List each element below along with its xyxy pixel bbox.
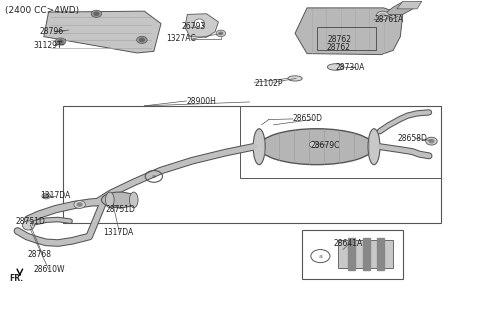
Text: 28796: 28796 <box>40 27 64 36</box>
Text: 1317DA: 1317DA <box>104 228 134 237</box>
Polygon shape <box>363 238 370 270</box>
Circle shape <box>426 137 437 145</box>
Polygon shape <box>295 8 403 54</box>
Polygon shape <box>44 11 161 53</box>
Circle shape <box>77 203 82 206</box>
Circle shape <box>44 195 48 197</box>
Circle shape <box>74 201 85 208</box>
Text: 28762: 28762 <box>327 35 351 44</box>
Text: 28610W: 28610W <box>33 265 65 274</box>
Circle shape <box>42 193 50 199</box>
Ellipse shape <box>106 192 114 208</box>
Circle shape <box>219 32 223 35</box>
Polygon shape <box>384 2 415 14</box>
Circle shape <box>55 38 66 45</box>
Text: 1317DA: 1317DA <box>40 191 70 200</box>
Circle shape <box>58 40 63 43</box>
Text: 1327AC: 1327AC <box>166 34 195 43</box>
Circle shape <box>380 13 385 17</box>
Polygon shape <box>185 14 218 37</box>
Ellipse shape <box>23 221 35 230</box>
Ellipse shape <box>253 129 265 165</box>
Bar <box>63 106 441 223</box>
Text: 28730A: 28730A <box>336 63 365 72</box>
Text: 31129T: 31129T <box>33 41 62 50</box>
Polygon shape <box>397 1 422 9</box>
Text: 28641A: 28641A <box>333 238 362 248</box>
Text: 26793: 26793 <box>181 22 206 31</box>
Text: 28650D: 28650D <box>293 114 323 123</box>
Text: a: a <box>318 254 323 258</box>
Ellipse shape <box>368 129 380 165</box>
Ellipse shape <box>259 129 374 165</box>
Ellipse shape <box>194 19 204 28</box>
Circle shape <box>376 11 389 20</box>
Circle shape <box>140 38 144 42</box>
Polygon shape <box>338 240 393 268</box>
Circle shape <box>94 12 99 15</box>
Text: 28658D: 28658D <box>398 134 428 143</box>
Circle shape <box>310 141 319 148</box>
Text: 28751D: 28751D <box>105 205 135 214</box>
Text: 28679C: 28679C <box>311 141 340 150</box>
Text: 28762: 28762 <box>326 43 350 51</box>
Text: FR.: FR. <box>9 275 24 283</box>
Text: 28900H: 28900H <box>186 97 216 106</box>
Text: a: a <box>152 174 156 179</box>
Ellipse shape <box>327 64 344 70</box>
Polygon shape <box>377 238 384 270</box>
Text: 28751D: 28751D <box>15 217 45 226</box>
Circle shape <box>429 139 434 143</box>
Text: 28761A: 28761A <box>374 15 403 24</box>
Circle shape <box>91 10 102 17</box>
Bar <box>240 106 441 178</box>
Circle shape <box>137 36 147 44</box>
Text: 21102P: 21102P <box>254 78 283 88</box>
Ellipse shape <box>130 192 138 208</box>
Bar <box>317 28 376 50</box>
Bar <box>302 230 403 279</box>
Polygon shape <box>348 238 355 270</box>
Circle shape <box>216 30 226 37</box>
Text: 28768: 28768 <box>27 250 51 259</box>
Ellipse shape <box>288 76 302 81</box>
Ellipse shape <box>101 192 137 208</box>
Text: (2400 CC>4WD): (2400 CC>4WD) <box>4 6 79 14</box>
